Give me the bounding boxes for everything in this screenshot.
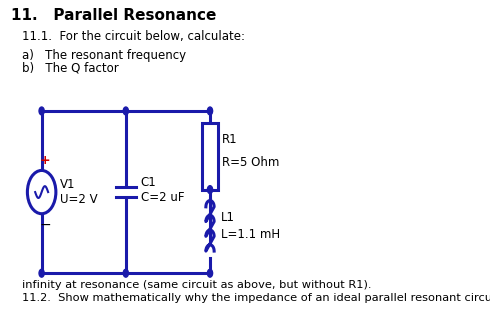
Text: 11.1.  For the circuit below, calculate:: 11.1. For the circuit below, calculate: xyxy=(22,30,245,43)
Text: V1: V1 xyxy=(60,178,75,191)
Text: U=2 V: U=2 V xyxy=(60,193,98,206)
Text: C1: C1 xyxy=(141,176,156,189)
Circle shape xyxy=(27,170,56,214)
Text: −: − xyxy=(39,218,50,232)
Circle shape xyxy=(207,186,213,193)
Text: 11.   Parallel Resonance: 11. Parallel Resonance xyxy=(11,8,216,23)
Text: 11.2.  Show mathematically why the impedance of an ideal parallel resonant circu: 11.2. Show mathematically why the impeda… xyxy=(22,293,490,303)
Text: infinity at resonance (same circuit as above, but without R1).: infinity at resonance (same circuit as a… xyxy=(22,280,372,290)
Circle shape xyxy=(39,269,44,277)
Circle shape xyxy=(39,107,44,115)
Text: +: + xyxy=(40,154,50,167)
Circle shape xyxy=(123,269,128,277)
Bar xyxy=(202,123,218,190)
Text: R1: R1 xyxy=(221,133,237,146)
Text: b)   The Q factor: b) The Q factor xyxy=(22,62,119,75)
Text: R=5 Ohm: R=5 Ohm xyxy=(221,156,279,169)
Text: C=2 uF: C=2 uF xyxy=(141,191,184,204)
Circle shape xyxy=(207,269,213,277)
Text: L=1.1 mH: L=1.1 mH xyxy=(220,228,280,241)
Circle shape xyxy=(207,107,213,115)
Text: L1: L1 xyxy=(220,211,235,224)
Text: a)   The resonant frequency: a) The resonant frequency xyxy=(22,49,186,62)
Circle shape xyxy=(123,107,128,115)
